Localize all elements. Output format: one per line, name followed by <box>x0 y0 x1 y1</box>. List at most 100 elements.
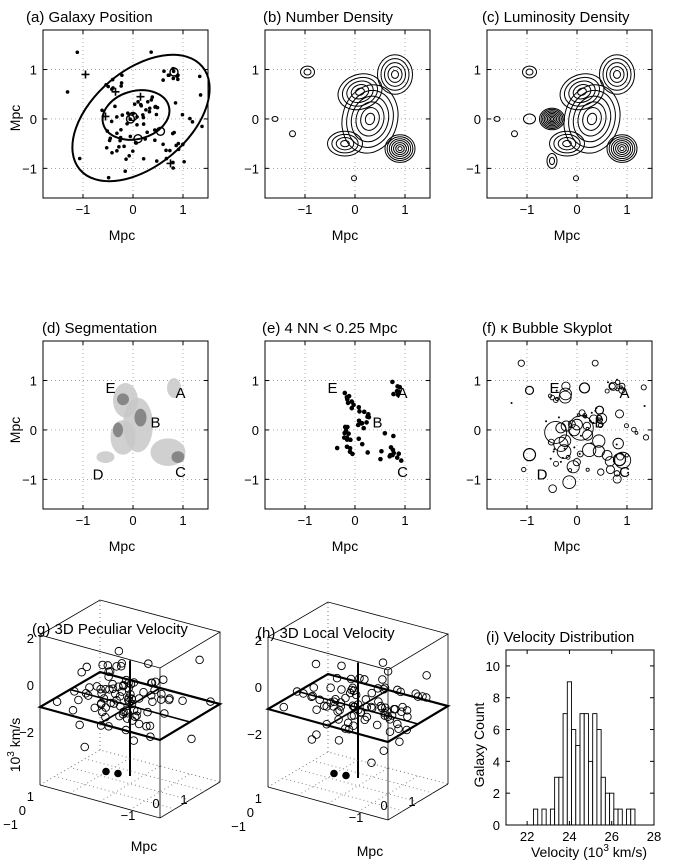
contour-line <box>391 70 399 79</box>
bubble <box>562 475 577 490</box>
xlabel-c: Mpc <box>554 227 580 243</box>
contour-line <box>393 142 407 156</box>
nn-galaxy-dot <box>364 420 369 425</box>
nn-galaxy-dot <box>379 448 384 454</box>
galaxy-dot <box>100 108 104 113</box>
y-tick-label: 1 <box>30 63 37 78</box>
velocity-galaxy <box>132 706 142 716</box>
contour-line <box>610 138 634 159</box>
galaxy-dot <box>149 98 154 102</box>
contour-line <box>613 70 621 79</box>
y-tick-label: 1 <box>474 63 481 78</box>
galaxy-dot <box>108 136 113 141</box>
z-tick-label: 0 <box>255 680 262 695</box>
contour-line <box>377 54 413 95</box>
y-tick-label: 1 <box>474 374 481 389</box>
histogram-bar <box>579 713 585 826</box>
title-f: (f) κ Bubble Skyplot <box>482 320 613 337</box>
velocity-galaxy <box>360 715 369 725</box>
ylabel-a: Mpc <box>7 105 23 131</box>
velocity-galaxy <box>367 702 376 712</box>
velocity-galaxy <box>68 706 78 715</box>
bubble-dot <box>627 471 630 474</box>
velocity-galaxy <box>351 690 361 700</box>
y-tick-label: 0 <box>19 803 26 818</box>
velocity-galaxy <box>299 689 308 698</box>
panel-b-number-density <box>271 54 416 182</box>
galaxy-ring <box>155 126 166 136</box>
nn-galaxy-dot <box>390 379 395 385</box>
bubble <box>592 434 606 448</box>
xlabel-b: Mpc <box>332 227 358 243</box>
galaxy-dot <box>153 138 157 143</box>
velocity-galaxy <box>139 687 148 697</box>
velocity-galaxy <box>111 689 120 699</box>
galaxy-dot <box>119 84 123 88</box>
group-label-E: E <box>105 380 115 397</box>
galaxy-dot <box>115 115 119 119</box>
panel-c-luminosity-density <box>493 54 638 182</box>
histogram-bar <box>588 760 594 826</box>
nn-galaxy-dot <box>366 414 372 420</box>
contour-line <box>350 84 370 100</box>
contour-line <box>548 115 556 123</box>
box-edge-back <box>267 751 449 788</box>
bubble <box>567 468 573 473</box>
velocity-galaxy <box>112 662 121 671</box>
velocity-galaxy <box>402 725 411 735</box>
galaxy-dot <box>119 81 124 85</box>
velocity-galaxy <box>311 659 321 669</box>
bubble <box>591 359 599 367</box>
x-tick-label: 24 <box>562 829 576 844</box>
contour-line <box>573 175 579 182</box>
galaxy-dot <box>141 113 145 117</box>
galaxy-ring <box>125 114 136 124</box>
nn-galaxy-dot <box>342 430 347 436</box>
galaxy-dot <box>147 109 152 114</box>
segment-region <box>96 451 115 464</box>
galaxy-dot <box>176 141 181 146</box>
nn-galaxy-dot <box>356 404 362 410</box>
histogram-bar <box>630 808 636 826</box>
velocity-galaxy <box>151 677 160 687</box>
galaxy-dot <box>131 149 135 153</box>
velocity-galaxy <box>362 702 372 712</box>
galaxy-dot <box>138 102 143 107</box>
velocity-galaxy <box>148 697 157 706</box>
velocity-galaxy <box>385 727 395 736</box>
contour-line <box>341 76 379 107</box>
galaxy-dot <box>132 102 137 106</box>
y-tick-label: 2 <box>493 786 500 801</box>
x-tick-label: 0 <box>152 796 159 811</box>
velocity-galaxy <box>178 696 187 706</box>
contour-line <box>586 112 598 126</box>
bubble <box>623 423 629 429</box>
velocity-galaxy <box>421 693 431 702</box>
x-tick-label: 0 <box>573 202 580 217</box>
contour-line <box>346 89 394 148</box>
group-label-C: C <box>175 464 186 481</box>
title-g: (g) 3D Peculiar Velocity <box>32 621 188 638</box>
contour-line <box>331 133 359 154</box>
galaxy-dot <box>117 145 121 149</box>
bubble <box>582 442 597 458</box>
velocity-galaxy <box>394 724 403 733</box>
velocity-galaxy <box>104 672 113 681</box>
velocity-galaxy-filled <box>342 771 350 780</box>
velocity-galaxy <box>308 691 317 701</box>
velocity-galaxy <box>348 701 358 710</box>
bubble <box>558 434 572 447</box>
histogram-bar <box>583 713 589 826</box>
bubble <box>596 414 603 421</box>
contour-line <box>577 101 607 137</box>
velocity-galaxy <box>106 698 116 708</box>
bubble <box>585 467 590 472</box>
velocity-galaxy <box>355 674 364 683</box>
velocity-galaxy <box>345 688 355 698</box>
velocity-galaxy <box>329 697 339 706</box>
velocity-galaxy <box>374 697 383 706</box>
title-h: (h) 3D Local Velocity <box>257 625 395 642</box>
bubble <box>558 390 572 404</box>
galaxy-dot <box>115 131 119 136</box>
velocity-galaxy <box>279 702 289 712</box>
